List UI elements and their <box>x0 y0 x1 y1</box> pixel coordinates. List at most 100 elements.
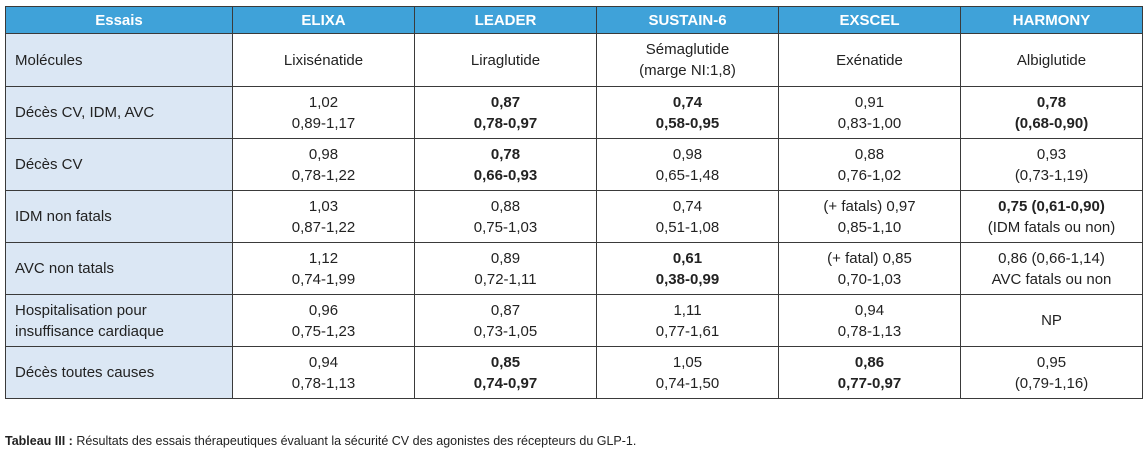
cell-line: Exénatide <box>836 51 903 69</box>
cell-line: 0,78-1,13 <box>291 374 356 392</box>
cell-line: 0,61 <box>672 249 703 267</box>
cell-line: 0,75-1,03 <box>473 218 538 236</box>
table-row: Molécules Lixisénatide Liraglutide Sémaglut… <box>5 33 1143 87</box>
table-caption: Tableau III : Résultats des essais théra… <box>5 434 636 448</box>
results-table: Essais ELIXA LEADER SUSTAIN-6 EXSCEL HAR… <box>5 6 1143 399</box>
cell-line: 0,85 <box>490 353 521 371</box>
cell-line: 0,58-0,95 <box>655 114 720 132</box>
table-cell: 0,61 0,38-0,99 <box>596 242 779 295</box>
table-cell: 0,78 0,66-0,93 <box>414 138 597 191</box>
cell-line: Sémaglutide <box>645 41 730 58</box>
cell-line: Liraglutide <box>470 51 541 69</box>
row-label-line: AVC non tatals <box>15 260 114 277</box>
table-cell: 0,94 0,78-1,13 <box>232 346 415 399</box>
cell-line: 0,74 <box>672 93 703 111</box>
table-cell: 1,03 0,87-1,22 <box>232 190 415 243</box>
header-trial: SUSTAIN-6 <box>596 6 779 34</box>
table-cell: Exénatide <box>778 33 961 87</box>
table-header-row: Essais ELIXA LEADER SUSTAIN-6 EXSCEL HAR… <box>5 6 1143 34</box>
cell-line: 0,72-1,11 <box>474 270 537 288</box>
row-label-line: Décès CV <box>15 156 83 173</box>
row-label-line: insuffisance cardiaque <box>15 322 164 340</box>
table-cell: 1,02 0,89-1,17 <box>232 86 415 139</box>
cell-line: 0,78-1,13 <box>837 322 902 340</box>
table-cell: 0,87 0,78-0,97 <box>414 86 597 139</box>
row-label: Décès CV <box>5 138 233 191</box>
table-cell: 0,74 0,58-0,95 <box>596 86 779 139</box>
cell-line: 0,77-0,97 <box>837 374 902 392</box>
cell-line: 0,87-1,22 <box>291 218 356 236</box>
row-label-line: Décès toutes causes <box>15 364 155 381</box>
cell-line: 0,38-0,99 <box>655 270 720 288</box>
header-trial: EXSCEL <box>778 6 961 34</box>
table-cell: 0,93 (0,73-1,19) <box>960 138 1143 191</box>
row-label-line: IDM non fatals <box>15 208 112 225</box>
cell-line: 0,78-1,22 <box>291 166 356 184</box>
table-cell: 1,11 0,77-1,61 <box>596 294 779 347</box>
table-row: Décès CV 0,98 0,78-1,22 0,78 0,66-0,93 0,98 0,… <box>5 138 1143 191</box>
table-cell: Lixisénatide <box>232 33 415 87</box>
cell-line: (+ fatals) 0,97 <box>823 197 916 215</box>
caption-label: Tableau III : <box>5 434 73 448</box>
cell-line: 0,98 <box>308 145 339 163</box>
cell-line: 0,74-1,50 <box>655 374 720 392</box>
table-cell: 0,74 0,51-1,08 <box>596 190 779 243</box>
cell-line: 0,75 (0,61-0,90) <box>998 197 1105 215</box>
cell-line: 0,74-0,97 <box>473 374 538 392</box>
cell-line: 0,94 <box>854 301 885 319</box>
cell-line: 0,85-1,10 <box>837 218 902 236</box>
table-row: Décès CV, IDM, AVC 1,02 0,89-1,17 0,87 0,78-… <box>5 86 1143 139</box>
table-cell: (+ fatal) 0,85 0,70-1,03 <box>778 242 961 295</box>
cell-line: 0,83-1,00 <box>837 114 902 132</box>
table-cell: 1,05 0,74-1,50 <box>596 346 779 399</box>
row-label: IDM non fatals <box>5 190 233 243</box>
cell-line: Lixisénatide <box>283 51 364 69</box>
cell-line: (0,79-1,16) <box>1014 374 1089 392</box>
cell-line: 0,66-0,93 <box>473 166 538 184</box>
cell-line: 0,78-0,97 <box>473 114 538 132</box>
cell-line: 0,75-1,23 <box>291 322 356 340</box>
row-label-line: Molécules <box>15 51 83 69</box>
cell-line: Albiglutide <box>1016 51 1087 69</box>
cell-line: NP <box>1041 312 1062 329</box>
cell-line: 0,98 <box>672 145 703 163</box>
table-cell: 0,75 (0,61-0,90) (IDM fatals ou non) <box>960 190 1143 243</box>
table-cell: 0,86 (0,66-1,14) AVC fatals ou non <box>960 242 1143 295</box>
cell-line: 0,93 <box>1036 145 1067 163</box>
table-cell: 0,98 0,78-1,22 <box>232 138 415 191</box>
row-label: Décès toutes causes <box>5 346 233 399</box>
header-trial: HARMONY <box>960 6 1143 34</box>
table-cell: Albiglutide <box>960 33 1143 87</box>
caption-text: Résultats des essais thérapeutiques éval… <box>72 434 637 448</box>
row-label-line: Décès CV, IDM, AVC <box>15 104 155 121</box>
cell-line: 0,94 <box>308 353 339 371</box>
row-label: AVC non tatals <box>5 242 233 295</box>
header-trial: ELIXA <box>232 6 415 34</box>
table-cell: 0,87 0,73-1,05 <box>414 294 597 347</box>
cell-line: AVC fatals ou non <box>991 270 1112 288</box>
table-row: Hospitalisation pour insuffisance cardiaq… <box>5 294 1143 347</box>
row-label-line: Hospitalisation pour <box>15 301 147 319</box>
cell-line: 0,88 <box>490 197 521 215</box>
table-cell: 0,86 0,77-0,97 <box>778 346 961 399</box>
cell-line: 0,88 <box>854 145 885 163</box>
table-row: IDM non fatals 1,03 0,87-1,22 0,88 0,75-1,03… <box>5 190 1143 243</box>
cell-line: 1,05 <box>672 353 703 371</box>
table-cell: 0,91 0,83-1,00 <box>778 86 961 139</box>
cell-line: 0,65-1,48 <box>655 166 720 184</box>
cell-line: 0,74 <box>672 197 703 215</box>
cell-line: (0,68-0,90) <box>1014 114 1089 132</box>
cell-line: 0,87 <box>490 93 521 111</box>
cell-line: 0,76-1,02 <box>837 166 902 184</box>
table-cell: 0,98 0,65-1,48 <box>596 138 779 191</box>
table-cell: 1,12 0,74-1,99 <box>232 242 415 295</box>
cell-line: 1,03 <box>308 197 339 215</box>
cell-line: (marge NI:1,8) <box>639 62 736 79</box>
table-cell: 0,78 (0,68-0,90) <box>960 86 1143 139</box>
cell-line: 0,95 <box>1036 353 1067 371</box>
table-cell: 0,89 0,72-1,11 <box>414 242 597 295</box>
table-cell: 0,85 0,74-0,97 <box>414 346 597 399</box>
cell-line: 0,89-1,17 <box>291 114 356 132</box>
table-cell: NP <box>960 294 1143 347</box>
